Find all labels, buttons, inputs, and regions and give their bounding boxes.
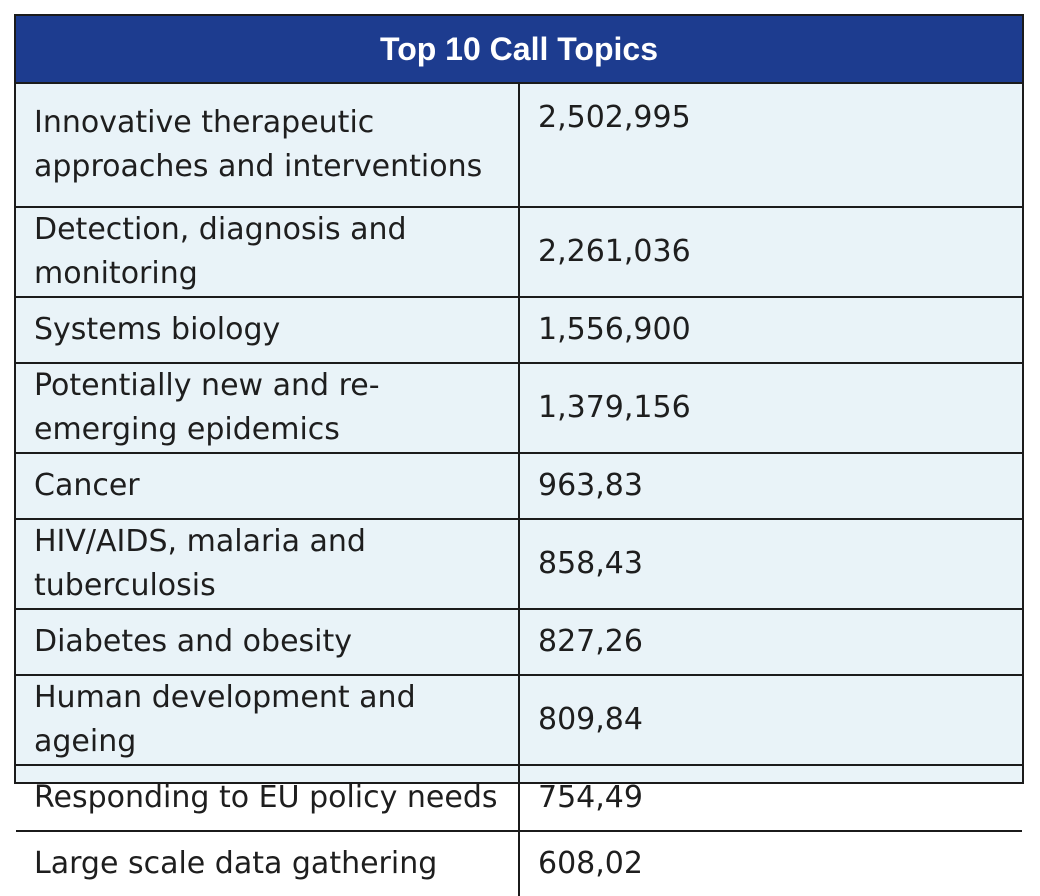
call-topics-table-container: Top 10 Call Topics Innovative therapeuti… [14,14,1024,896]
value-cell: 608,02 [538,846,643,881]
table-row: HIV/AIDS, malaria and tuberculosis 858,4… [16,519,1022,610]
topic-cell: Responding to EU policy needs [16,765,520,832]
table-row: Diabetes and obesity 827,26 [16,609,1022,676]
table-row: Detection, diagnosis and monitoring 2,26… [16,207,1022,298]
topic-cell: Diabetes and obesity [16,609,520,676]
value-cell: 963,83 [519,453,1022,520]
table-row: Systems biology 1,556,900 [16,297,1022,364]
value-cell: 827,26 [519,609,1022,676]
table-row: Responding to EU policy needs 754,49 [16,765,1022,832]
table-row: Large scale data gathering 608,02 [16,831,1022,896]
topic-cell: Human development and ageing [16,675,520,766]
call-topics-table: Top 10 Call Topics Innovative therapeuti… [16,16,1022,896]
topic-cell: Large scale data gathering [16,831,520,896]
table-header-row: Top 10 Call Topics [16,16,1022,84]
topic-cell: Innovative therapeutic approaches and in… [16,83,520,208]
table-row: Innovative therapeutic approaches and in… [16,83,1022,208]
topic-cell: HIV/AIDS, malaria and tuberculosis [16,519,520,610]
value-cell: 2,502,995 [519,83,1022,208]
topic-cell: Systems biology [16,297,520,364]
value-cell: 1,556,900 [519,297,1022,364]
table-title: Top 10 Call Topics [16,16,1022,84]
value-cell: 809,84 [519,675,1022,766]
topic-cell: Potentially new and re-emerging epidemic… [16,363,520,454]
value-cell: 754,49 [519,765,1022,832]
topic-cell: Cancer [16,453,520,520]
value-cell: 1,379,156 [519,363,1022,454]
value-cell: 2,261,036 [519,207,1022,298]
topic-cell: Detection, diagnosis and monitoring [16,207,520,298]
table-row: Cancer 963,83 [16,453,1022,520]
table-row: Potentially new and re-emerging epidemic… [16,363,1022,454]
value-cell: 858,43 [519,519,1022,610]
table-row: Human development and ageing 809,84 [16,675,1022,766]
